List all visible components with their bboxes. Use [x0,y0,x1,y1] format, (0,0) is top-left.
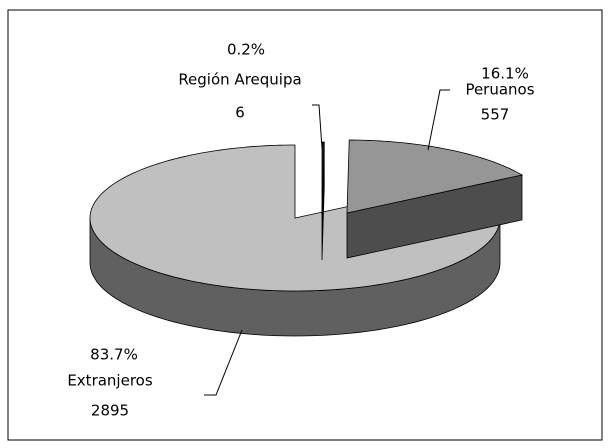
pie [89,139,524,337]
slice [89,144,501,337]
slice-top [346,139,524,214]
leader-line [312,104,323,149]
leader-line [204,329,243,396]
value-label: 2895 [91,402,129,420]
category-label: Región Arequipa [178,71,301,89]
slice-top [89,144,501,292]
value-label: 557 [481,106,510,124]
percent-label: 83.7% [90,346,138,364]
category-label: Extranjeros [67,372,153,390]
percent-label: 16.1% [481,65,529,83]
leader-line [427,89,450,151]
value-label: 6 [235,104,245,122]
percent-label: 0.2% [227,41,265,59]
slice [346,139,524,259]
category-label: Peruanos [465,81,534,99]
